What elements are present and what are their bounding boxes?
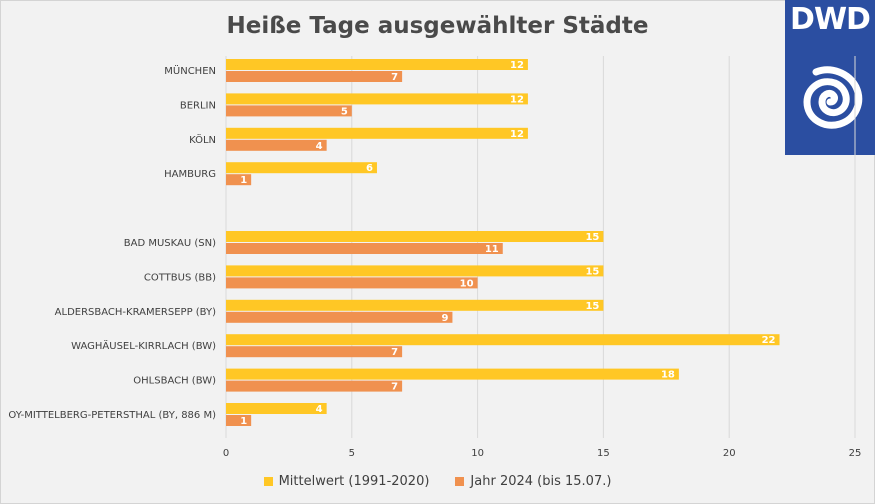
data-label: 15 [585, 301, 599, 312]
data-label: 5 [341, 106, 348, 117]
bar-mittelwert [226, 299, 604, 311]
data-label: 12 [510, 94, 524, 105]
legend: Mittelwert (1991-2020) Jahr 2024 (bis 15… [0, 474, 875, 489]
legend-label-jahr-2024: Jahr 2024 (bis 15.07.) [470, 474, 612, 489]
data-label: 15 [585, 266, 599, 277]
swirl-icon [803, 66, 863, 129]
data-label: 7 [391, 382, 398, 393]
bar-jahr-2024 [226, 311, 453, 323]
x-tick-label: 15 [597, 448, 610, 459]
bar-jahr-2024 [226, 139, 327, 151]
bar-mittelwert [226, 368, 679, 380]
bar-mittelwert [226, 59, 528, 70]
data-label: 22 [762, 335, 776, 346]
bar-mittelwert [226, 334, 780, 346]
bar-mittelwert [226, 162, 377, 174]
bar-jahr-2024 [226, 243, 503, 254]
category-labels: MÜNCHEN BERLIN KÖLN HAMBURG BAD MUSKAU (SN) C… [8, 64, 216, 421]
data-label: 7 [391, 347, 398, 358]
category-label: KÖLN [189, 133, 216, 146]
data-label: 12 [510, 60, 524, 71]
bar-jahr-2024 [226, 174, 252, 186]
chart-title: Heiße Tage ausgewählter Städte [226, 13, 649, 39]
bar-jahr-2024 [226, 380, 403, 392]
bar-jahr-2024 [226, 71, 403, 82]
category-label: OHLSBACH (BW) [133, 376, 216, 387]
category-label: ALDERSBACH-KRAMERSEPP (BY) [55, 307, 216, 318]
category-label: BERLIN [180, 100, 216, 111]
bars: 12 7 12 5 12 4 6 1 15 11 15 10 15 9 22 7 18 7 4 1 [226, 59, 780, 427]
bar-mittelwert [226, 265, 604, 277]
bar-mittelwert [226, 93, 528, 105]
data-label: 10 [460, 278, 474, 289]
x-tick-labels: 0 5 10 15 20 25 [223, 448, 862, 459]
category-label: COTTBUS (BB) [144, 272, 216, 283]
category-label: HAMBURG [164, 169, 216, 180]
bar-chart: 12 7 12 5 12 4 6 1 15 11 15 10 15 9 22 7 18 7 4 1 MÜNCHEN BE… [8, 56, 862, 459]
category-label: MÜNCHEN [164, 64, 216, 77]
category-label: OY-MITTELBERG-PETERSTHAL (BY, 886 M) [8, 410, 216, 421]
category-label: BAD MUSKAU (SN) [124, 238, 216, 249]
data-label: 11 [485, 244, 499, 255]
data-label: 15 [585, 232, 599, 243]
logo-text: DWD [790, 2, 871, 37]
bar-mittelwert [226, 231, 604, 242]
data-label: 9 [441, 313, 448, 324]
legend-item-mittelwert: Mittelwert (1991-2020) [263, 474, 430, 489]
x-tick-label: 25 [849, 448, 862, 459]
bar-mittelwert [226, 403, 327, 414]
category-label: WAGHÄUSEL-KIRRLACH (BW) [71, 339, 216, 352]
data-label: 1 [240, 175, 247, 186]
data-label: 6 [366, 163, 373, 174]
bar-jahr-2024 [226, 415, 252, 426]
x-tick-label: 20 [723, 448, 736, 459]
dwd-logo: DWD [785, 0, 875, 155]
data-label: 7 [391, 72, 398, 83]
legend-swatch-jahr-2024 [455, 477, 465, 486]
data-label: 12 [510, 129, 524, 140]
x-tick-label: 5 [349, 448, 355, 459]
x-tick-label: 0 [223, 448, 229, 459]
data-label: 4 [316, 404, 323, 415]
legend-item-jahr-2024: Jahr 2024 (bis 15.07.) [455, 474, 611, 489]
data-label: 4 [316, 141, 323, 152]
data-label: 1 [240, 416, 247, 427]
bar-jahr-2024 [226, 105, 352, 117]
bar-jahr-2024 [226, 346, 403, 358]
bar-jahr-2024 [226, 277, 478, 289]
data-label: 18 [661, 370, 675, 381]
x-tick-label: 10 [471, 448, 484, 459]
legend-label-mittelwert: Mittelwert (1991-2020) [278, 474, 430, 489]
bar-mittelwert [226, 127, 528, 139]
legend-swatch-mittelwert [263, 477, 273, 486]
